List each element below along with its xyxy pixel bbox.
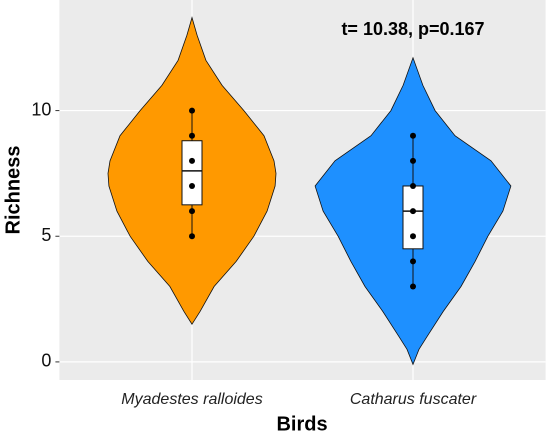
point (189, 208, 195, 215)
point (410, 283, 416, 290)
y-axis-label: Richness (2, 146, 24, 235)
point (410, 208, 416, 215)
box (181, 140, 203, 206)
y-tick-label: 5 (41, 225, 51, 245)
point (410, 157, 416, 164)
point (410, 132, 416, 139)
x-tick-label: Myadestes ralloides (121, 391, 262, 408)
y-tick-label: 10 (31, 99, 51, 119)
point (189, 107, 195, 114)
point (189, 182, 195, 189)
point (410, 258, 416, 265)
x-tick-label: Catharus fuscater (350, 391, 477, 408)
point (189, 233, 195, 240)
point (410, 233, 416, 240)
point (189, 132, 195, 139)
y-tick-label: 0 (41, 351, 51, 371)
box (402, 185, 424, 250)
point (410, 182, 416, 189)
point (189, 157, 195, 164)
x-axis-label: Birds (276, 413, 327, 435)
